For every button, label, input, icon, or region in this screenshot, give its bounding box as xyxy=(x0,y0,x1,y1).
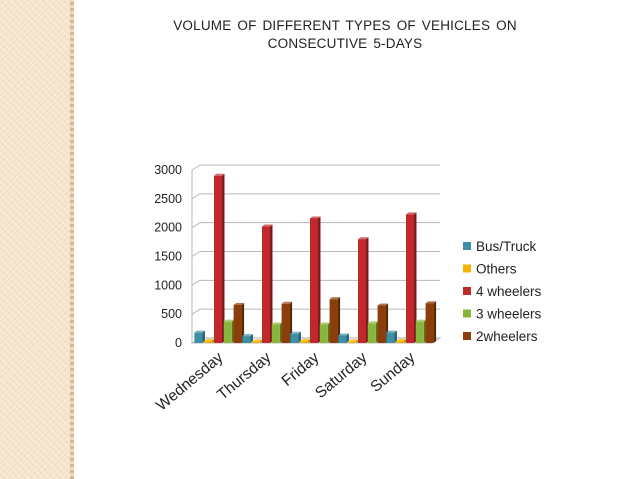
bar xyxy=(377,305,386,343)
bar xyxy=(300,340,309,343)
chart-title: VOLUME OF DIFFERENT TYPES OF VEHICLES ON… xyxy=(120,17,570,53)
bar-top xyxy=(290,331,301,334)
legend-label: 3 wheelers xyxy=(476,307,542,322)
bar-top xyxy=(214,173,225,176)
bar-side xyxy=(202,330,205,343)
bar xyxy=(281,303,290,343)
y-tick-label: 1500 xyxy=(154,250,182,264)
y-tick-label: 3000 xyxy=(154,163,182,177)
legend-swatch xyxy=(463,264,471,273)
bar xyxy=(386,332,395,343)
gridline-diagonal xyxy=(191,164,201,171)
bar-side xyxy=(394,330,397,343)
bar xyxy=(262,226,270,343)
bar xyxy=(319,324,328,343)
bar-side xyxy=(337,297,341,343)
bar-side xyxy=(250,334,253,343)
bar-top xyxy=(262,224,273,227)
bar xyxy=(406,214,414,343)
bar-top xyxy=(377,303,389,306)
x-category-label: Saturday xyxy=(312,349,371,402)
bar-side xyxy=(366,237,369,343)
bar xyxy=(271,324,280,343)
y-tick-label: 1000 xyxy=(154,278,182,292)
bar-top xyxy=(319,322,331,325)
bar-top xyxy=(386,330,397,333)
legend-swatch xyxy=(463,309,471,318)
bar-top xyxy=(367,321,379,324)
gridline-diagonal xyxy=(191,279,201,286)
bar-top xyxy=(242,334,253,337)
bar-top xyxy=(338,333,349,336)
bar xyxy=(214,175,222,343)
legend-label: 2wheelers xyxy=(476,329,538,344)
bar xyxy=(348,341,357,343)
y-tick-label: 500 xyxy=(161,307,182,321)
bar-side xyxy=(346,333,349,343)
bar-top xyxy=(329,297,341,300)
bar xyxy=(415,321,424,343)
gridline-diagonal xyxy=(191,251,201,257)
bar-top xyxy=(396,338,407,341)
bar xyxy=(367,323,376,343)
bar-side xyxy=(414,212,417,343)
bar-top xyxy=(415,319,427,322)
y-tick-label: 2500 xyxy=(154,192,182,206)
bar-top xyxy=(406,212,417,215)
y-tick-label: 2000 xyxy=(154,221,182,235)
bar-top xyxy=(310,216,321,219)
legend-swatch xyxy=(463,332,471,340)
bar xyxy=(290,333,299,343)
gridline-diagonal xyxy=(191,193,201,200)
x-category-label: Friday xyxy=(279,349,323,390)
bar-side xyxy=(270,224,273,343)
bar-top xyxy=(358,237,369,240)
bar-side xyxy=(433,301,437,343)
bar xyxy=(194,332,203,343)
gridline-diagonal xyxy=(191,308,201,315)
bar xyxy=(396,340,405,343)
bar xyxy=(338,335,347,343)
bar xyxy=(425,303,434,343)
legend-label: Others xyxy=(476,262,517,277)
bar xyxy=(233,304,242,343)
bar-side xyxy=(241,302,245,343)
bar xyxy=(242,336,251,343)
legend-label: 4 wheelers xyxy=(476,284,542,299)
gridline-diagonal xyxy=(191,222,201,229)
bar xyxy=(358,239,366,343)
bar-side xyxy=(318,216,321,343)
bar-top xyxy=(223,319,235,322)
bar xyxy=(204,340,213,343)
bar-side xyxy=(222,173,225,343)
decorative-sidebar xyxy=(0,0,70,479)
bar xyxy=(329,299,338,343)
bar xyxy=(223,321,232,343)
bar-top xyxy=(348,339,359,342)
bar-top xyxy=(281,301,293,304)
bar-top xyxy=(252,339,263,342)
bar-top xyxy=(204,338,215,341)
y-tick-label: 0 xyxy=(175,336,182,350)
x-category-label: Wednesday xyxy=(153,349,227,415)
chart-title-line-2: CONSECUTIVE 5-DAYS xyxy=(267,36,423,51)
legend-swatch xyxy=(463,242,471,250)
x-category-label: Sunday xyxy=(367,349,418,396)
bar xyxy=(310,218,318,343)
legend-swatch xyxy=(463,287,471,295)
x-category-label: Thursday xyxy=(214,349,275,404)
bar xyxy=(252,341,261,343)
bar-side xyxy=(289,301,293,343)
bar-top xyxy=(271,322,283,325)
legend-label: Bus/Truck xyxy=(476,239,537,254)
bar-top xyxy=(300,338,311,341)
bar-top xyxy=(425,301,437,304)
bar-top xyxy=(194,330,205,333)
bar-side xyxy=(298,331,301,343)
sidebar-border xyxy=(70,0,74,479)
bar-top xyxy=(233,302,245,305)
chart-title-line-1: VOLUME OF DIFFERENT TYPES OF VEHICLES ON xyxy=(173,18,517,33)
